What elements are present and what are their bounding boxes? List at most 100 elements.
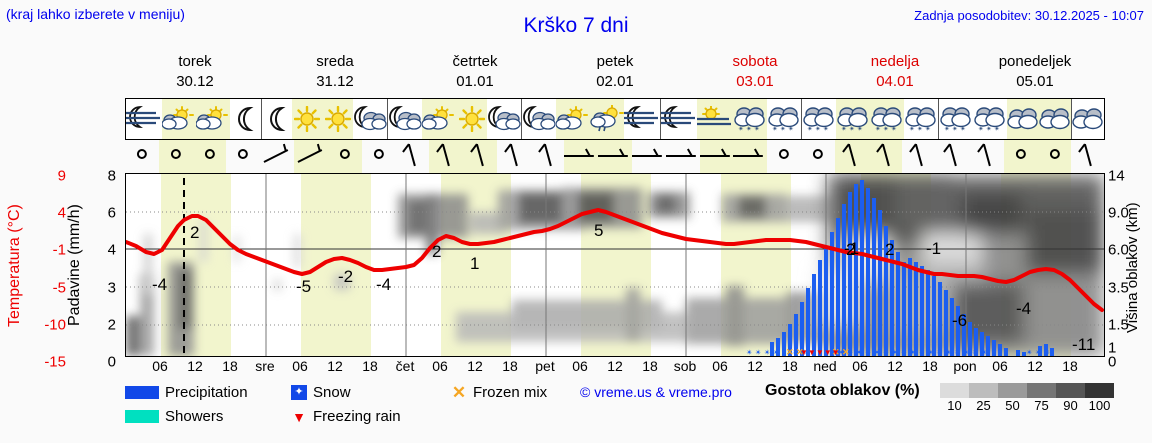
- temperature-axis-title: Temperatura (°C): [6, 204, 23, 328]
- svg-text:✴: ✴: [909, 125, 915, 133]
- svg-text:✴ ✴: ✴ ✴: [792, 348, 808, 356]
- precipitation-tick-1: 6: [107, 204, 116, 222]
- legend-precipitation: Precipitation: [125, 384, 248, 401]
- weather-icon-moon: [260, 99, 293, 139]
- x-tick-16: 06: [712, 358, 728, 374]
- weather-icon-cloud: [1006, 99, 1039, 139]
- weather-icon-cloud-snow: ✴ ✴ ✴: [835, 99, 870, 139]
- wind-barb-14: [598, 140, 632, 173]
- copyright-link[interactable]: © vreme.us & vreme.pro: [580, 384, 732, 400]
- svg-text:✴: ✴: [807, 125, 813, 133]
- meteogram-plot: ✴ ✴ ✴ ✴ ✴ ✴ ✴ ✴ ✴ ✴ ✴ ✴ ✴ ✴ ✴ ✴ ✴ ✴ ✴ ✴ …: [125, 173, 1105, 357]
- temperature-label-2a: 2: [846, 240, 856, 259]
- svg-text:✴: ✴: [841, 125, 847, 133]
- wind-barb-11: [497, 140, 531, 173]
- cloud-height-axis-title: Višina oblakov (km): [1124, 202, 1141, 333]
- freezing-rain-markers: ▼▼▼▼▼: [800, 348, 840, 356]
- wind-barb-13: [564, 140, 599, 173]
- x-tick-21: 12: [887, 358, 903, 374]
- precipitation-tick-0: 8: [107, 167, 116, 185]
- wind-barb-12: [531, 140, 565, 173]
- cloud-height-tick-0: 14: [1108, 167, 1125, 185]
- legend-snow-label: Snow: [313, 384, 351, 401]
- frozen-mix-markers: ✕ ✕ ✕ ✕: [786, 347, 850, 356]
- x-tick-0: 06: [152, 358, 168, 374]
- wind-barb-2: [192, 140, 227, 173]
- weather-icon-cloud-snow: ✴ ✴ ✴: [869, 99, 904, 139]
- temperature-tick-1: 4: [57, 204, 66, 222]
- page-title: Krško 7 dni: [523, 14, 629, 37]
- cloud-height-tick-4: 1.5: [1108, 316, 1129, 334]
- wind-barb-17: [699, 140, 734, 173]
- x-tick-20: 06: [852, 358, 868, 374]
- density-value-50: 50: [1005, 398, 1020, 413]
- x-tick-4: 06: [292, 358, 308, 374]
- x-tick-17: 12: [747, 358, 763, 374]
- x-tick-19: ned: [813, 358, 837, 374]
- day-header-4: sobota 03.01: [685, 52, 825, 96]
- day-date: 01.01: [456, 73, 494, 90]
- density-swatch-10: [940, 383, 969, 398]
- legend-precipitation-label: Precipitation: [165, 384, 248, 401]
- temperature-labels: -4 2 -5 -2 -4 2 1 5 -1 -1 -6 -4 -11: [152, 221, 1095, 354]
- wind-barb-3: [226, 140, 260, 173]
- legend-freezing-rain-label: Freezing rain: [313, 408, 401, 425]
- weather-icon-cloud-snow: ✴ ✴ ✴: [732, 99, 767, 139]
- svg-text:✴: ✴: [823, 125, 829, 133]
- precipitation-axis-title: Padavine (mm/h): [66, 204, 83, 326]
- svg-text:✴: ✴: [925, 125, 931, 133]
- wind-barb-9: [429, 140, 463, 173]
- day-date: 04.01: [876, 73, 914, 90]
- wind-barb-15: [631, 140, 666, 173]
- svg-text:✴: ✴: [891, 125, 897, 133]
- density-value-100: 100: [1088, 398, 1111, 413]
- precipitation-bars: [770, 180, 1054, 356]
- day-header-0: torek 30.12: [125, 52, 265, 96]
- svg-text:-11: -11: [1072, 335, 1095, 354]
- svg-text:✴: ✴: [875, 125, 881, 133]
- wind-barb-20: [801, 140, 835, 173]
- day-header-3: petek 02.01: [545, 52, 685, 96]
- wind-barb-22: [868, 140, 903, 173]
- precipitation-swatch: [125, 386, 159, 399]
- legend-showers-label: Showers: [165, 408, 224, 425]
- frozen-mix-icon: ✕: [451, 383, 467, 402]
- svg-text:1: 1: [470, 254, 479, 273]
- x-tick-8: 06: [432, 358, 448, 374]
- wind-barb-26: [1003, 140, 1038, 173]
- svg-text:✴: ✴: [944, 125, 950, 133]
- wind-barb-21: [834, 140, 869, 173]
- svg-text:✴: ✴: [986, 125, 992, 133]
- density-value-75: 75: [1034, 398, 1049, 413]
- weather-icon-cloud-snow: ✴ ✴ ✴: [904, 99, 938, 139]
- svg-text:✴ ✴ ✴: ✴ ✴ ✴: [1026, 348, 1051, 356]
- svg-text:✴: ✴: [994, 125, 1000, 133]
- legend-snow: ✦ Snow: [291, 384, 351, 401]
- wind-barb-10: [462, 140, 497, 173]
- freezing-rain-icon: ▼: [292, 408, 306, 425]
- cloud-height-tick-3: 3.5: [1108, 279, 1129, 297]
- wind-barb-1: [158, 140, 193, 173]
- wind-barb-0: [125, 140, 159, 173]
- weather-icon-moon-cloud: [387, 99, 423, 139]
- weather-icon-row: ✴ ✴ ✴ ✴ ✴ ✴ ✴ ✴ ✴ ✴ ✴ ✴: [125, 98, 1105, 140]
- weather-icon-moon-cloud: [353, 99, 388, 139]
- svg-text:✴: ✴: [849, 125, 855, 133]
- wind-barb-7: [362, 140, 396, 173]
- wind-barb-18: [733, 140, 768, 173]
- svg-text:-2: -2: [338, 267, 353, 286]
- day-header-2: četrtek 01.01: [405, 52, 545, 96]
- day-name: nedelja: [870, 53, 920, 70]
- legend: Precipitation Showers ✦ Snow ▼ Freezing …: [125, 382, 1145, 440]
- day-header-strip: torek 30.12 sreda 31.12 četrtek 01.01 petek 02.…: [125, 52, 1105, 96]
- weather-icon-cloud: [1038, 99, 1071, 139]
- svg-text:✴: ✴: [815, 125, 821, 133]
- weather-icon-moon-windy: [659, 99, 697, 139]
- day-header-1: sreda 31.12: [265, 52, 405, 96]
- svg-text:✴: ✴: [883, 125, 889, 133]
- x-tick-9: 12: [467, 358, 483, 374]
- precipitation-tick-3: 3: [107, 279, 116, 297]
- wind-barb-23: [902, 140, 936, 173]
- weather-icon-sun: [292, 99, 323, 139]
- precipitation-tick-2: 4: [107, 241, 116, 259]
